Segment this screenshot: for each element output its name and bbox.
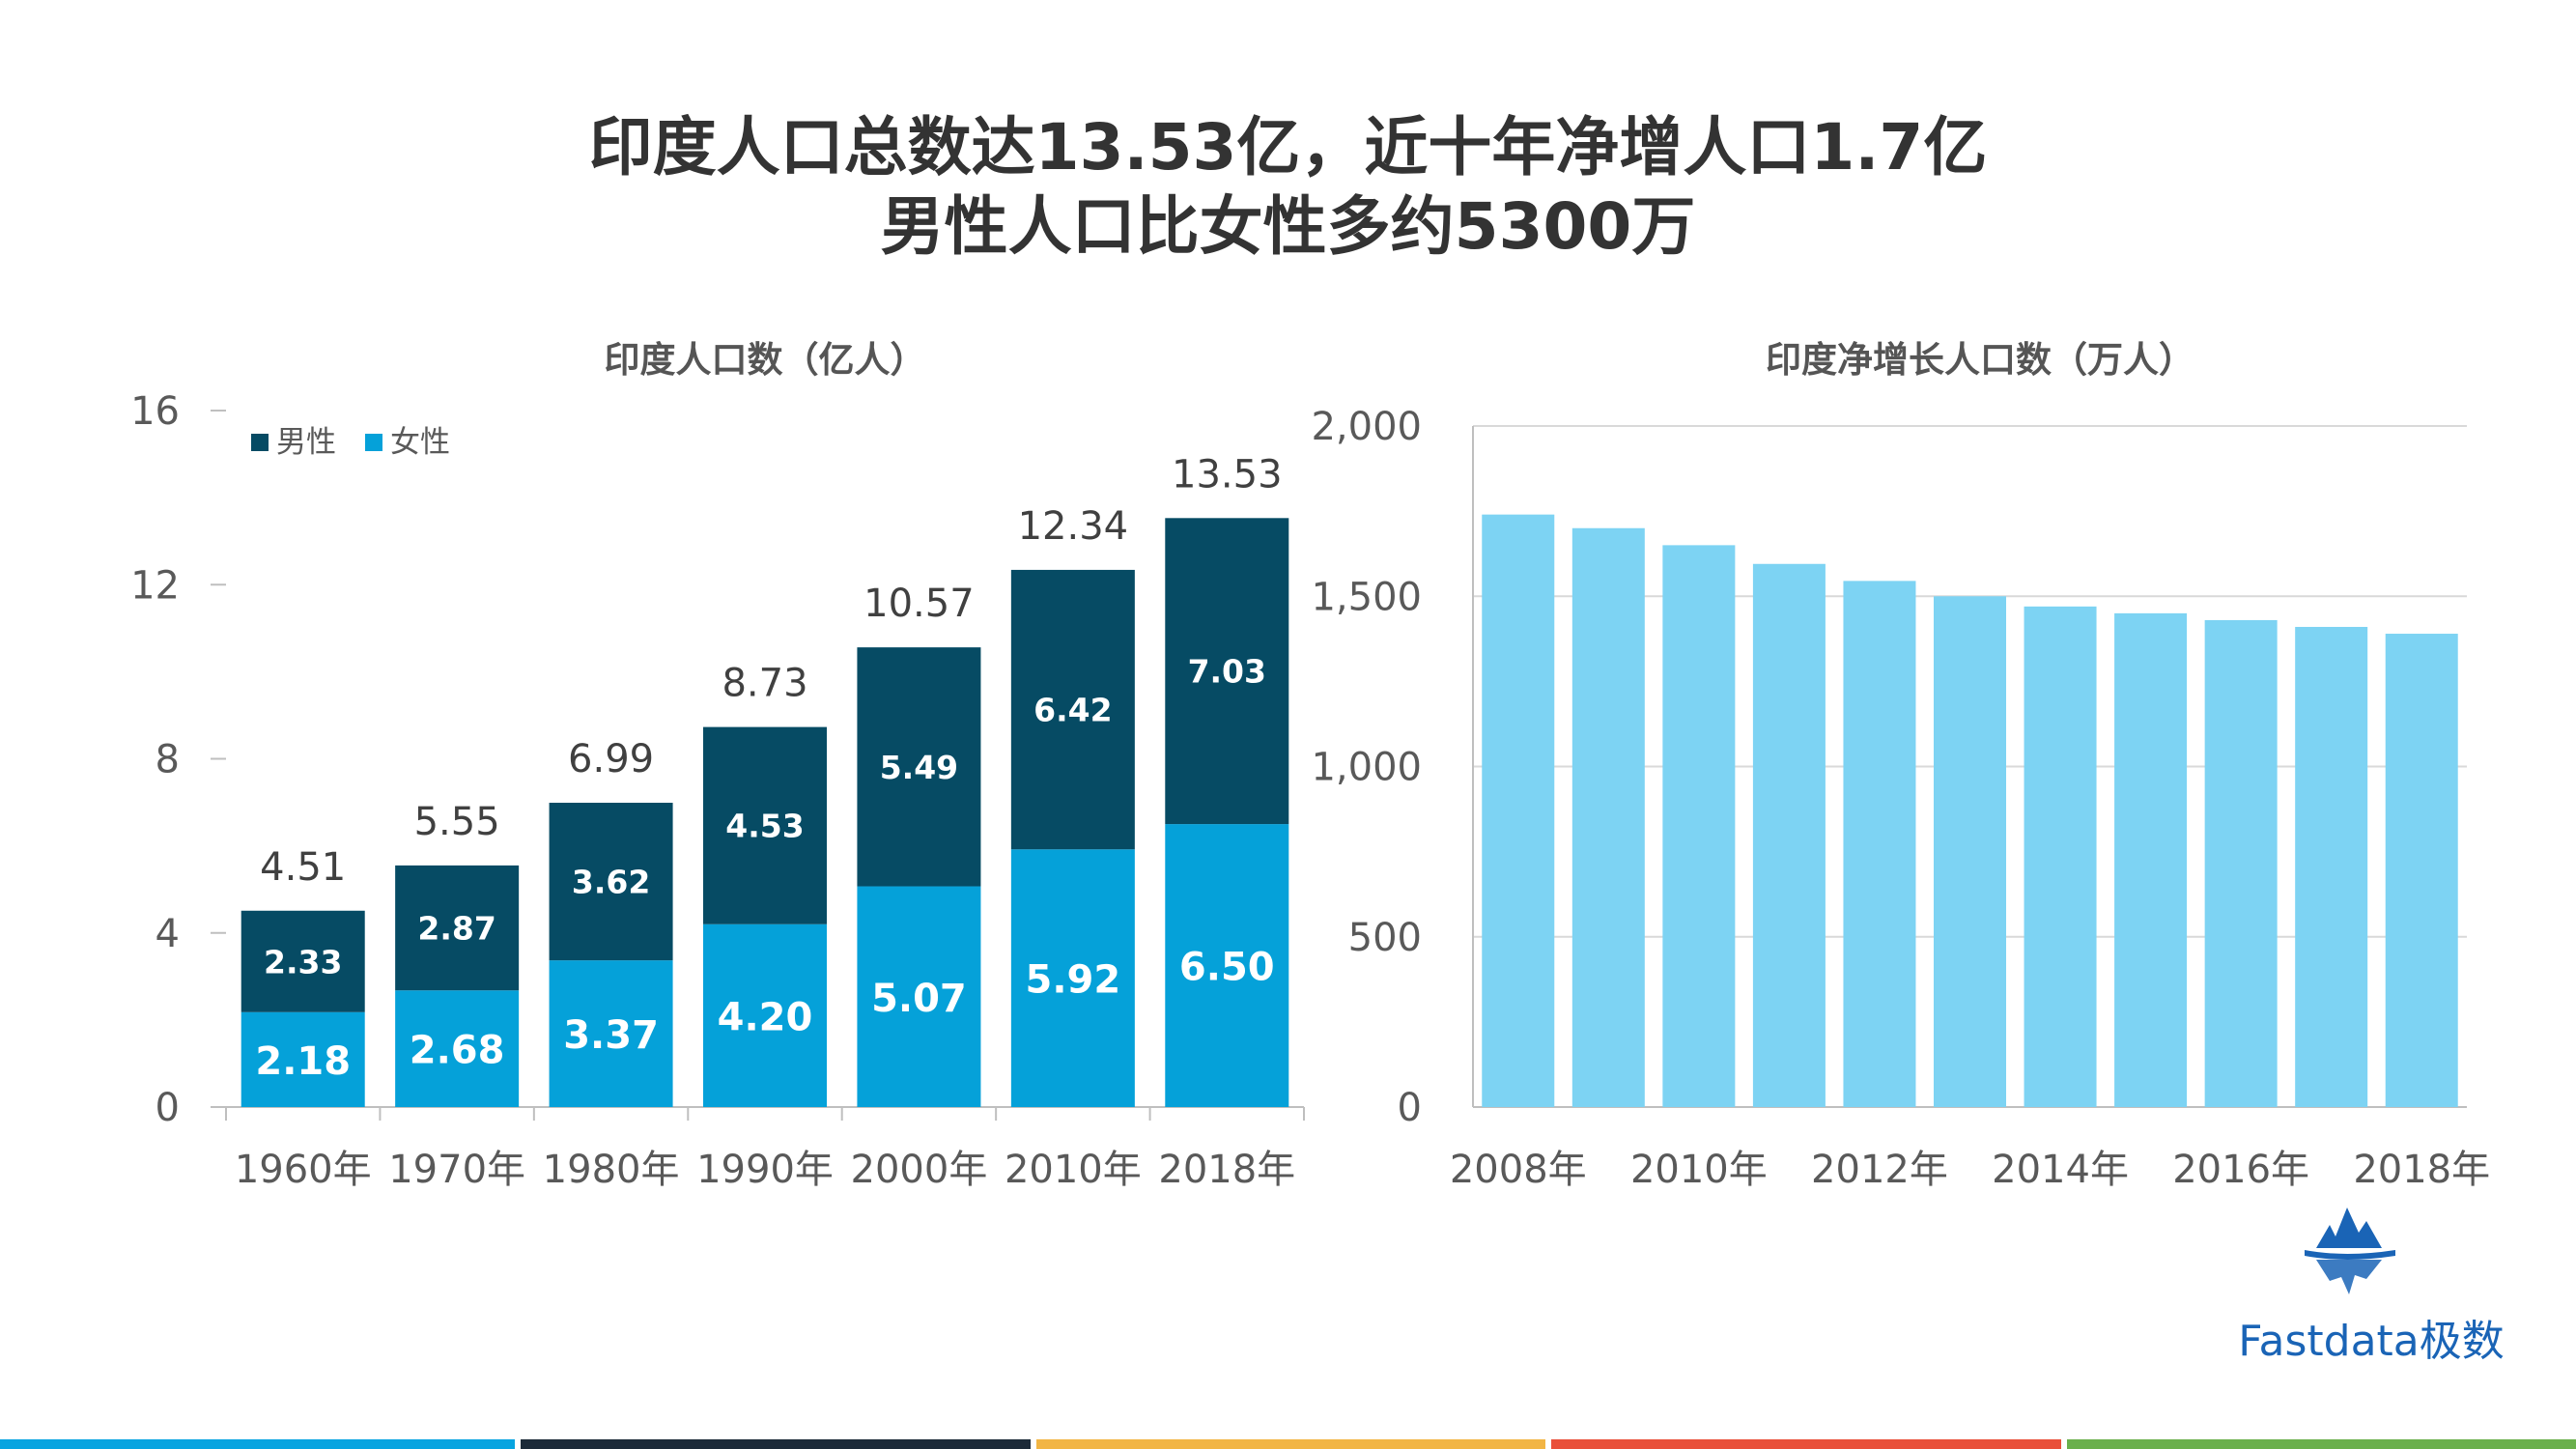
female-bar (241, 1011, 365, 1107)
total-value-label: 5.55 (414, 800, 500, 844)
male-bar (1010, 569, 1135, 850)
chart1-x-tick-label: 2000年 (851, 1148, 988, 1192)
footer-color-stripes (0, 1439, 2576, 1449)
male-bar (549, 803, 673, 961)
female-value-label: 2.18 (255, 1039, 351, 1084)
net-growth-bar (1571, 527, 1645, 1107)
chart1-y-tick-label: 0 (156, 1086, 180, 1130)
population-chart: 印度人口数（亿人） 0 4 8 12 16 2.18 2.33 4.51 1960年 2.68 2.8… (130, 339, 1305, 1192)
footer-stripe (0, 1439, 516, 1449)
total-value-label: 6.99 (568, 737, 654, 781)
chart1-x-tick-label: 2018年 (1158, 1148, 1295, 1192)
chart1-x-tick-label: 1980年 (543, 1148, 680, 1192)
chart2-x-tick-label: 2014年 (1992, 1148, 2129, 1192)
chart1-y-tick-label: 4 (156, 912, 180, 956)
net-growth-bar (2204, 619, 2278, 1107)
chart2-x-tick-label: 2008年 (1450, 1148, 1587, 1192)
net-growth-bar (1934, 596, 2006, 1107)
chart1-y-tick-label: 16 (130, 389, 180, 434)
net-growth-bar (2295, 626, 2368, 1107)
chart2-y-tick-label: 2,000 (1311, 405, 1422, 449)
chart2-y-tick-label: 1,500 (1311, 575, 1422, 619)
male-bar (1165, 518, 1289, 825)
chart1-y-tick-label: 8 (156, 738, 180, 782)
total-value-label: 8.73 (722, 662, 807, 706)
male-value-label: 5.49 (880, 749, 958, 786)
male-bar (857, 647, 981, 887)
legend-label: 女性 (390, 425, 450, 460)
footer-stripe (2066, 1439, 2576, 1449)
iceberg-logo-icon (2305, 1208, 2395, 1294)
chart1-x-tick-label: 1970年 (388, 1148, 525, 1192)
male-bar (703, 726, 827, 924)
legend-swatch (365, 434, 382, 451)
footer-stripe (1551, 1439, 2061, 1449)
male-value-label: 4.53 (725, 808, 804, 845)
brand-name: Fastdata极数 (2238, 1317, 2505, 1366)
total-value-label: 13.53 (1172, 452, 1283, 497)
chart2-y-tick-label: 1,000 (1311, 746, 1422, 790)
total-value-label: 10.57 (863, 582, 975, 626)
net-growth-bar (2114, 612, 2188, 1107)
male-value-label: 2.87 (417, 910, 495, 948)
total-value-label: 12.34 (1018, 504, 1129, 549)
female-bar (857, 886, 981, 1107)
title-line-1: 印度人口总数达13.53亿，近十年净增人口1.7亿 (588, 110, 1988, 185)
male-bar (395, 865, 520, 991)
female-bar (1010, 849, 1135, 1107)
chart1-title: 印度人口数（亿人） (605, 339, 926, 381)
chart1-x-tick-label: 2010年 (1005, 1148, 1142, 1192)
female-value-label: 4.20 (718, 995, 813, 1039)
female-value-label: 2.68 (410, 1029, 505, 1073)
chart2-x-tick-label: 2018年 (2353, 1148, 2490, 1192)
net-growth-bar (2385, 634, 2458, 1107)
female-bar (703, 923, 827, 1107)
net-growth-bar (1843, 581, 1916, 1107)
net-growth-chart: 印度净增长人口数（万人） 0 500 1,000 1,500 2,000 2008年 2010… (1311, 339, 2490, 1192)
male-value-label: 6.42 (1033, 692, 1112, 729)
female-bar (1165, 824, 1289, 1107)
chart2-x-tick-label: 2012年 (1811, 1148, 1948, 1192)
chart2-y-tick-label: 500 (1348, 916, 1422, 960)
female-bar (395, 990, 520, 1107)
net-growth-bar (2024, 606, 2097, 1107)
male-value-label: 3.62 (572, 864, 650, 901)
net-growth-bar (1752, 563, 1826, 1107)
chart2-x-tick-label: 2016年 (2172, 1148, 2309, 1192)
total-value-label: 4.51 (260, 845, 346, 890)
female-bar (549, 960, 673, 1107)
female-value-label: 6.50 (1179, 946, 1275, 990)
net-growth-bar (1482, 514, 1555, 1107)
net-growth-bar (1662, 545, 1736, 1107)
female-value-label: 5.07 (871, 977, 967, 1021)
footer-stripe (521, 1439, 1031, 1449)
chart2-x-tick-label: 2010年 (1630, 1148, 1768, 1192)
chart2-y-tick-label: 0 (1398, 1086, 1422, 1130)
title-line-2: 男性人口比女性多约5300万 (880, 189, 1696, 264)
footer-stripe (1035, 1439, 1546, 1449)
chart1-x-tick-label: 1960年 (235, 1148, 372, 1192)
female-value-label: 5.92 (1026, 958, 1121, 1003)
chart1-x-tick-label: 1990年 (696, 1148, 834, 1192)
male-value-label: 2.33 (264, 943, 342, 980)
female-value-label: 3.37 (563, 1013, 659, 1058)
chart2-title: 印度净增长人口数（万人） (1766, 339, 2194, 381)
male-bar (241, 910, 365, 1012)
legend-swatch (251, 434, 269, 451)
legend-label: 男性 (276, 425, 336, 460)
page-title: 印度人口总数达13.53亿，近十年净增人口1.7亿 男性人口比女性多约5300万 (0, 108, 2576, 267)
male-value-label: 7.03 (1188, 653, 1266, 691)
chart1-y-tick-label: 12 (130, 563, 180, 608)
